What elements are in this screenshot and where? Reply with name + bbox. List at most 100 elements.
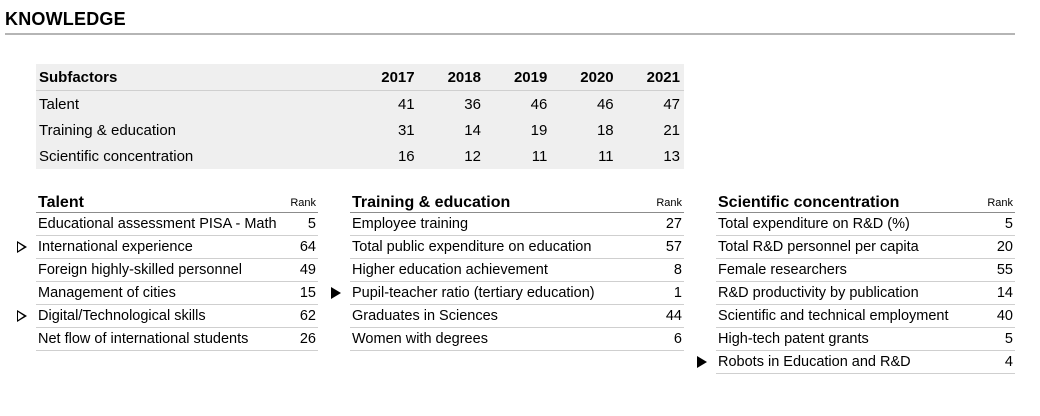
summary-value: 36 bbox=[464, 95, 481, 113]
summary-value: 14 bbox=[464, 121, 481, 139]
indicator-name: Total expenditure on R&D (%) bbox=[718, 216, 910, 232]
summary-row: Training & education 31 14 19 18 21 bbox=[36, 117, 684, 143]
summary-value: 21 bbox=[663, 121, 680, 139]
indicator-name: Women with degrees bbox=[352, 331, 488, 347]
indicator-rank: 57 bbox=[665, 239, 682, 255]
section-title: Training & education bbox=[352, 194, 511, 211]
summary-value: 16 bbox=[397, 147, 415, 165]
indicator-row: Female researchers 55 bbox=[716, 259, 1015, 282]
year-header: 2020 bbox=[580, 68, 614, 86]
filled-triangle-icon bbox=[331, 287, 341, 299]
indicator-name: Pupil-teacher ratio (tertiary education) bbox=[352, 285, 595, 301]
section-title: Talent bbox=[38, 194, 84, 211]
indicator-rank: 40 bbox=[996, 308, 1013, 324]
indicator-row: Scientific and technical employment 40 bbox=[716, 305, 1015, 328]
summary-value: 41 bbox=[397, 95, 415, 113]
indicator-row: Management of cities 15 bbox=[36, 282, 318, 305]
indicator-row: Graduates in Sciences 44 bbox=[350, 305, 684, 328]
indicator-row: Employee training 27 bbox=[350, 213, 684, 236]
section-header: Training & education Rank bbox=[350, 188, 684, 213]
summary-row: Talent 41 36 46 46 47 bbox=[36, 91, 684, 117]
page-title: KNOWLEDGE bbox=[5, 9, 126, 29]
indicator-name: Net flow of international students bbox=[38, 331, 249, 347]
outline-triangle-icon bbox=[17, 310, 27, 322]
indicator-rank: 5 bbox=[307, 216, 316, 232]
indicator-rank: 4 bbox=[1004, 354, 1013, 370]
year-header: 2021 bbox=[646, 68, 680, 86]
title-divider bbox=[5, 33, 1015, 35]
indicator-rank: 5 bbox=[1004, 331, 1013, 347]
summary-value: 47 bbox=[663, 95, 680, 113]
indicator-rank: 15 bbox=[299, 285, 316, 301]
indicator-rank: 5 bbox=[1004, 216, 1013, 232]
indicator-rank: 6 bbox=[673, 331, 682, 347]
indicator-row: High-tech patent grants 5 bbox=[716, 328, 1015, 351]
summary-header-row: Subfactors 2017 2018 2019 2020 2021 bbox=[36, 64, 684, 91]
indicator-rank: 8 bbox=[673, 262, 682, 278]
rank-column-header: Rank bbox=[987, 197, 1013, 209]
indicator-rank: 49 bbox=[299, 262, 316, 278]
indicator-name: R&D productivity by publication bbox=[718, 285, 919, 301]
indicator-rank: 26 bbox=[299, 331, 316, 347]
indicator-name: Total R&D personnel per capita bbox=[718, 239, 919, 255]
indicator-rank: 14 bbox=[996, 285, 1013, 301]
indicator-rank: 27 bbox=[665, 216, 682, 232]
indicator-row: Digital/Technological skills 62 bbox=[17, 305, 318, 328]
indicator-name: Educational assessment PISA - Math bbox=[38, 216, 277, 232]
summary-value: 11 bbox=[598, 147, 614, 165]
section-talent: Talent Rank Educational assessment PISA - … bbox=[17, 188, 318, 351]
indicator-row: Pupil-teacher ratio (tertiary education)… bbox=[331, 282, 684, 305]
indicator-rank: 64 bbox=[299, 239, 316, 255]
rank-column-header: Rank bbox=[656, 197, 682, 209]
indicator-name: Robots in Education and R&D bbox=[718, 354, 911, 370]
summary-value: 12 bbox=[464, 147, 481, 165]
year-header: 2017 bbox=[381, 68, 415, 86]
section-title: Scientific concentration bbox=[718, 194, 900, 211]
indicator-row: Educational assessment PISA - Math 5 bbox=[36, 213, 318, 236]
indicator-row: Foreign highly-skilled personnel 49 bbox=[36, 259, 318, 282]
summary-value: 19 bbox=[530, 121, 548, 139]
year-header: 2018 bbox=[447, 68, 481, 86]
indicator-name: Management of cities bbox=[38, 285, 176, 301]
indicator-rank: 62 bbox=[299, 308, 316, 324]
outline-triangle-icon bbox=[17, 241, 27, 253]
indicator-rank: 20 bbox=[996, 239, 1013, 255]
indicator-row: Higher education achievement 8 bbox=[350, 259, 684, 282]
indicator-name: Higher education achievement bbox=[352, 262, 548, 278]
indicator-name: High-tech patent grants bbox=[718, 331, 869, 347]
indicator-row: Total R&D personnel per capita 20 bbox=[716, 236, 1015, 259]
section-header: Scientific concentration Rank bbox=[716, 188, 1015, 213]
summary-value: 18 bbox=[596, 121, 614, 139]
indicator-name: Scientific and technical employment bbox=[718, 308, 949, 324]
indicator-row: Total public expenditure on education 57 bbox=[350, 236, 684, 259]
summary-value: 46 bbox=[530, 95, 548, 113]
summary-row-label: Scientific concentration bbox=[39, 147, 194, 165]
indicator-row: Robots in Education and R&D 4 bbox=[697, 351, 1015, 374]
section-scientific-concentration: Scientific concentration Rank Total expend… bbox=[697, 188, 1015, 374]
indicator-row: International experience 64 bbox=[17, 236, 318, 259]
indicator-name: Digital/Technological skills bbox=[38, 308, 206, 324]
summary-row-label: Talent bbox=[39, 95, 80, 113]
summary-value: 13 bbox=[663, 147, 680, 165]
rank-column-header: Rank bbox=[290, 197, 316, 209]
indicator-row: Women with degrees 6 bbox=[350, 328, 684, 351]
section-header: Talent Rank bbox=[36, 188, 318, 213]
subfactors-summary-table: Subfactors 2017 2018 2019 2020 2021 Tale… bbox=[36, 64, 684, 169]
indicator-row: Net flow of international students 26 bbox=[36, 328, 318, 351]
section-training-education: Training & education Rank Employee trainin… bbox=[331, 188, 684, 351]
year-header: 2019 bbox=[513, 68, 548, 86]
indicator-rank: 55 bbox=[996, 262, 1013, 278]
summary-value: 31 bbox=[397, 121, 415, 139]
indicator-rank: 44 bbox=[665, 308, 682, 324]
summary-value: 46 bbox=[596, 95, 614, 113]
indicator-name: International experience bbox=[38, 239, 193, 255]
indicator-name: Employee training bbox=[352, 216, 469, 232]
indicator-name: Foreign highly-skilled personnel bbox=[38, 262, 242, 278]
filled-triangle-icon bbox=[697, 356, 707, 368]
indicator-name: Total public expenditure on education bbox=[352, 239, 592, 255]
indicator-row: Total expenditure on R&D (%) 5 bbox=[716, 213, 1015, 236]
indicator-row: R&D productivity by publication 14 bbox=[716, 282, 1015, 305]
summary-row: Scientific concentration 16 12 11 11 13 bbox=[36, 143, 684, 169]
summary-header-label: Subfactors bbox=[39, 68, 118, 86]
summary-value: 11 bbox=[531, 147, 548, 165]
